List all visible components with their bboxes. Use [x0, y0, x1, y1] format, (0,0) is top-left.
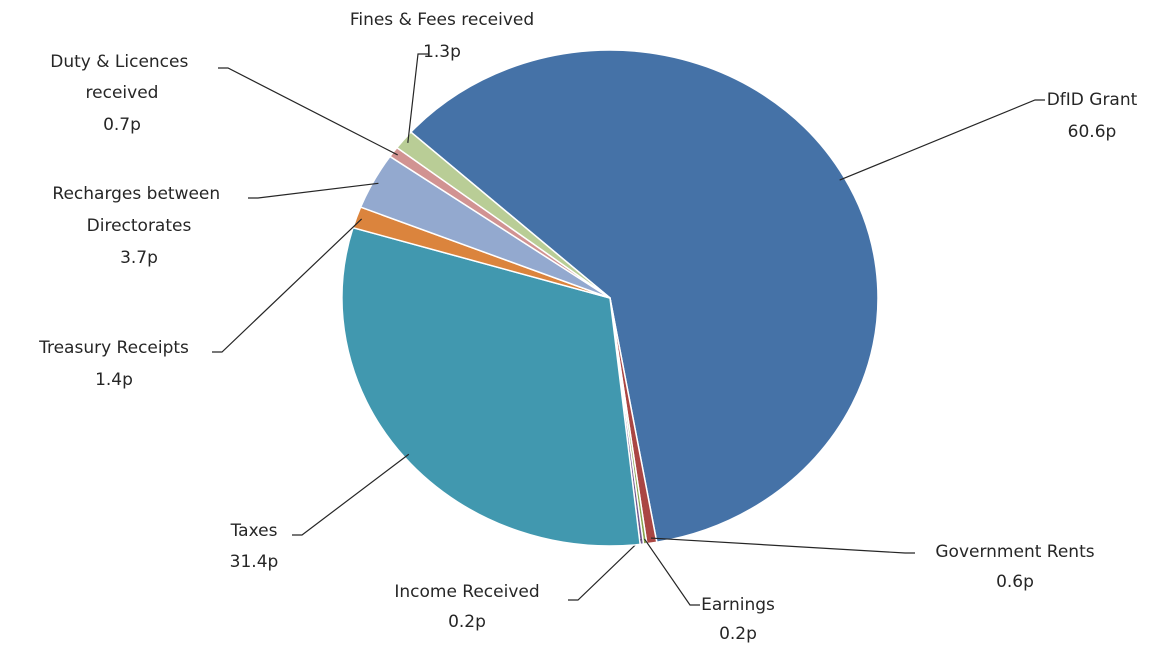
- value-label: 31.4p: [230, 552, 279, 572]
- leader-line: [212, 218, 363, 353]
- label-line: Recharges between: [52, 184, 225, 204]
- value-label: 3.7p: [120, 248, 158, 268]
- category-label: Fines & Fees received: [350, 10, 534, 30]
- pie-slice: [395, 131, 611, 299]
- leader-line: [650, 537, 915, 554]
- leader-line: [218, 67, 398, 156]
- leader-line: [292, 453, 410, 536]
- value-label: 0.7p: [103, 115, 141, 135]
- leader-line: [839, 99, 1045, 181]
- leader-line: [407, 53, 428, 143]
- category-label: DfID Grant: [1047, 90, 1138, 110]
- label-line: received: [86, 83, 159, 103]
- category-label: Treasury Receipts: [38, 338, 189, 358]
- category-label: Earnings: [701, 595, 775, 615]
- leader-line: [643, 538, 700, 606]
- category-label: Income Received: [394, 582, 539, 602]
- value-label: 1.3p: [423, 42, 461, 62]
- label-line: Duty & Licences: [50, 52, 194, 72]
- value-label: 0.2p: [719, 624, 757, 644]
- leader-line: [568, 538, 642, 601]
- value-label: 0.2p: [448, 612, 486, 632]
- category-label: Duty & Licences received: [50, 52, 194, 103]
- value-label: 0.6p: [996, 572, 1034, 592]
- category-label: Recharges between Directorates: [52, 184, 225, 236]
- value-label: 60.6p: [1068, 122, 1117, 142]
- leader-line: [248, 182, 379, 199]
- category-label: Government Rents: [935, 542, 1094, 562]
- category-label: Taxes: [230, 521, 278, 541]
- label-line: Directorates: [87, 216, 192, 236]
- value-label: 1.4p: [95, 370, 133, 390]
